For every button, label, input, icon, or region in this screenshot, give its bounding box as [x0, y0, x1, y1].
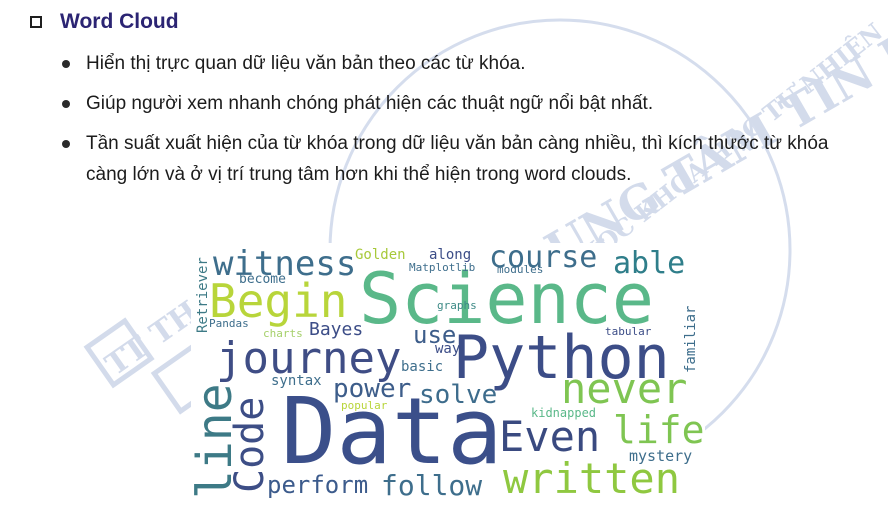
cloud-word-able: able — [613, 246, 685, 281]
cloud-word-graphs: graphs — [437, 299, 477, 312]
bullet-item: Tần suất xuất hiện của từ khóa trong dữ … — [60, 128, 830, 190]
cloud-word-golden: Golden — [355, 247, 406, 263]
cloud-word-charts: charts — [263, 327, 303, 340]
cloud-word-syntax: syntax — [271, 373, 322, 389]
watermark-logo-letters: TT TH — [99, 294, 205, 383]
section-title: Word Cloud — [60, 10, 179, 33]
square-outline-icon — [30, 16, 42, 28]
bullet-item: Hiển thị trực quan dữ liệu văn bản theo … — [60, 48, 830, 79]
cloud-word-become: become — [239, 272, 286, 287]
cloud-word-solve: solve — [419, 380, 497, 410]
bullet-text: Tần suất xuất hiện của từ khóa trong dữ … — [86, 133, 829, 185]
bullet-text: Hiển thị trực quan dữ liệu văn bản theo … — [86, 53, 526, 74]
cloud-word-code: Code — [227, 397, 273, 493]
cloud-word-familiar: familiar — [683, 306, 699, 373]
bullet-list: Hiển thị trực quan dữ liệu văn bản theo … — [60, 48, 830, 199]
cloud-word-matplotlib: Matplotlib — [409, 261, 475, 274]
cloud-word-kidnapped: kidnapped — [531, 406, 596, 420]
bullet-dot-icon — [62, 60, 70, 68]
bullet-dot-icon — [62, 100, 70, 108]
word-cloud-image: Data Science Python Begin journey witness cour… — [191, 243, 705, 508]
cloud-word-pandas: Pandas — [209, 317, 249, 330]
cloud-word-follow: follow — [381, 469, 482, 502]
cloud-word-basic: basic — [401, 359, 443, 375]
cloud-word-retriever: Retriever — [195, 257, 211, 333]
section-heading: Word Cloud — [30, 10, 179, 34]
cloud-word-begin: Begin — [209, 274, 347, 328]
cloud-word-popular: popular — [341, 399, 388, 412]
bullet-item: Giúp người xem nhanh chóng phát hiện các… — [60, 88, 830, 119]
cloud-word-tabular: tabular — [605, 325, 652, 338]
bullet-dot-icon — [62, 140, 70, 148]
cloud-word-life: life — [613, 408, 705, 452]
cloud-word-perform: perform — [267, 471, 368, 499]
cloud-word-bayes: Bayes — [309, 319, 363, 340]
cloud-word-way: way — [435, 341, 460, 357]
cloud-word-mystery: mystery — [629, 447, 692, 465]
bullet-text: Giúp người xem nhanh chóng phát hiện các… — [86, 93, 654, 114]
cloud-word-modules: modules — [497, 263, 543, 276]
cloud-word-line: line — [191, 383, 243, 499]
